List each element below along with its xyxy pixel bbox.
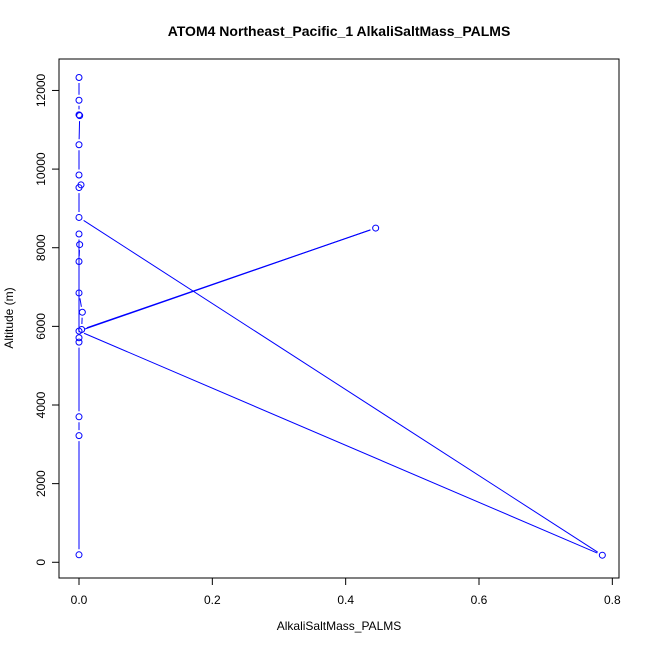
y-tick-label: 12000 xyxy=(34,73,48,107)
data-point xyxy=(75,338,83,346)
y-axis: 0 2000 4000 6000 8000 10000 12000 xyxy=(34,73,60,566)
data-point xyxy=(75,111,83,119)
data-point xyxy=(78,326,86,334)
x-tick-label: 0.4 xyxy=(337,593,354,607)
data-point xyxy=(75,551,83,559)
data-point xyxy=(75,257,83,265)
series-layer xyxy=(75,73,606,559)
data-point xyxy=(75,289,83,297)
x-tick-label: 0.6 xyxy=(471,593,488,607)
data-point xyxy=(75,413,83,421)
chart-title: ATOM4 Northeast_Pacific_1 AlkaliSaltMass… xyxy=(168,23,511,39)
data-point xyxy=(75,141,83,149)
x-axis-label: AlkaliSaltMass_PALMS xyxy=(277,619,402,633)
series-line-segment xyxy=(83,220,598,553)
data-point xyxy=(75,171,83,179)
y-tick-label: 4000 xyxy=(34,391,48,418)
y-tick-label: 6000 xyxy=(34,313,48,340)
data-point xyxy=(78,308,86,316)
data-point xyxy=(76,112,84,120)
data-point xyxy=(75,334,83,342)
series-line-segment xyxy=(83,332,598,554)
x-tick-label: 0.2 xyxy=(204,593,221,607)
data-point xyxy=(75,432,83,440)
y-tick-label: 8000 xyxy=(34,234,48,261)
data-point xyxy=(372,224,380,232)
y-axis-label: Altitude (m) xyxy=(2,287,16,348)
y-tick-label: 2000 xyxy=(34,470,48,497)
data-point xyxy=(75,230,83,238)
data-point xyxy=(75,96,83,104)
x-axis: 0.0 0.2 0.4 0.6 0.8 xyxy=(71,577,621,607)
y-tick-label: 10000 xyxy=(34,152,48,186)
data-point xyxy=(598,551,606,559)
x-tick-label: 0.8 xyxy=(604,593,621,607)
series-line-segment xyxy=(86,229,371,329)
x-tick-label: 0.0 xyxy=(71,593,88,607)
data-point xyxy=(75,213,83,221)
data-point xyxy=(75,184,83,192)
plot-frame xyxy=(58,58,620,579)
data-point xyxy=(76,241,84,249)
y-tick-label: 0 xyxy=(34,559,48,566)
series-line-segment xyxy=(79,298,82,307)
data-point xyxy=(75,73,83,81)
